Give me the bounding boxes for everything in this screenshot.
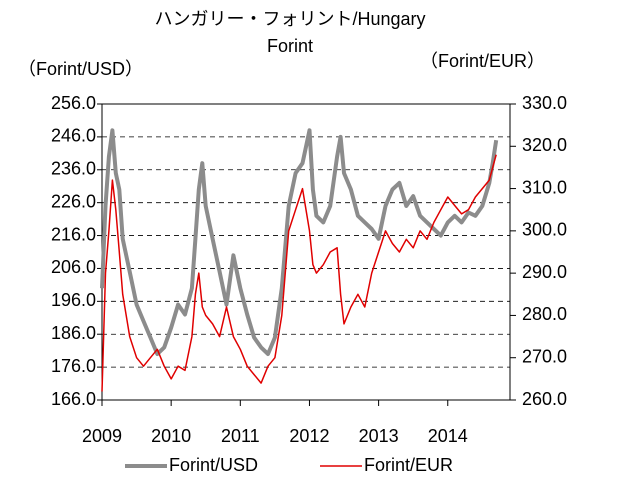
y-tick-label: 176.0	[51, 356, 96, 376]
y-tick-label: 226.0	[51, 191, 96, 211]
x-tick-label: 2010	[151, 426, 191, 446]
y-tick-label: 256.0	[51, 93, 96, 113]
y2-tick-label: 260.0	[522, 389, 567, 409]
y-tick-label: 246.0	[51, 126, 96, 146]
y-axis-label: （Forint/USD）	[18, 59, 143, 79]
chart-title: ハンガリー・フォリント/Hungary	[154, 9, 425, 29]
x-tick-label: 2014	[428, 426, 468, 446]
legend-label: Forint/EUR	[364, 455, 453, 475]
y-tick-label: 236.0	[51, 159, 96, 179]
y2-tick-label: 310.0	[522, 177, 567, 197]
x-tick-label: 2013	[359, 426, 399, 446]
y2-tick-label: 270.0	[522, 346, 567, 366]
y2-tick-label: 330.0	[522, 93, 567, 113]
y2-tick-label: 280.0	[522, 304, 567, 324]
y2-tick-label: 300.0	[522, 220, 567, 240]
y2-axis-label: （Forint/EUR）	[420, 51, 545, 71]
y-tick-label: 196.0	[51, 290, 96, 310]
series-line	[100, 128, 499, 356]
chart-subtitle: Forint	[267, 36, 313, 56]
x-tick-label: 2012	[289, 426, 329, 446]
legend-label: Forint/USD	[169, 455, 258, 475]
y2-tick-label: 320.0	[522, 135, 567, 155]
y-tick-label: 166.0	[51, 389, 96, 409]
y-tick-label: 186.0	[51, 323, 96, 343]
x-tick-label: 2011	[221, 426, 260, 446]
series-line	[101, 154, 497, 392]
y2-tick-label: 290.0	[522, 262, 567, 282]
y-tick-label: 216.0	[51, 224, 96, 244]
y-tick-label: 206.0	[51, 257, 96, 277]
x-tick-label: 2009	[82, 426, 122, 446]
